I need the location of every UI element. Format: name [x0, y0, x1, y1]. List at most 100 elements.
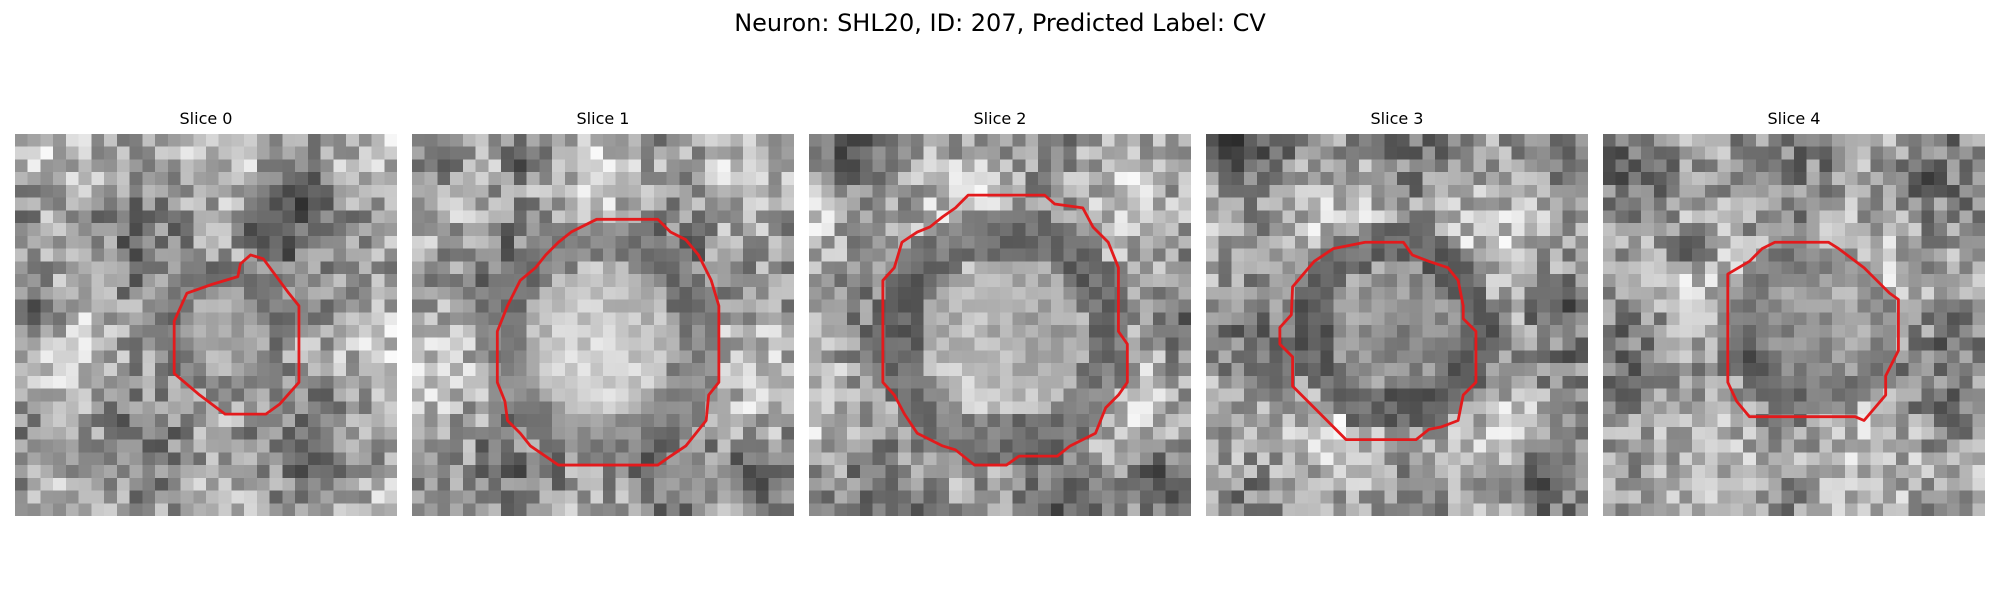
- image-pixel: [1498, 337, 1512, 351]
- image-pixel: [1231, 197, 1245, 211]
- image-pixel: [462, 223, 476, 237]
- image-pixel: [269, 452, 283, 466]
- image-pixel: [155, 363, 169, 377]
- image-pixel: [1562, 388, 1576, 402]
- image-pixel: [1934, 286, 1948, 300]
- image-pixel: [923, 223, 937, 237]
- image-pixel: [847, 363, 861, 377]
- image-pixel: [1615, 325, 1629, 338]
- image-pixel: [1101, 261, 1115, 275]
- image-pixel: [885, 274, 899, 288]
- image-pixel: [1165, 490, 1179, 504]
- image-pixel: [231, 426, 245, 440]
- image-pixel: [1447, 312, 1461, 326]
- image-pixel: [1603, 490, 1616, 504]
- image-pixel: [488, 274, 502, 288]
- image-pixel: [936, 350, 950, 364]
- image-pixel: [1832, 210, 1846, 224]
- image-pixel: [1333, 134, 1347, 147]
- image-pixel: [1384, 490, 1398, 504]
- image-pixel: [1934, 134, 1948, 147]
- image-pixel: [1717, 159, 1731, 173]
- image-pixel: [193, 401, 207, 415]
- image-pixel: [1000, 363, 1013, 377]
- image-pixel: [666, 134, 680, 147]
- image-pixel: [1473, 503, 1487, 516]
- image-pixel: [1743, 465, 1757, 479]
- image-pixel: [1397, 210, 1410, 224]
- image-pixel: [1653, 490, 1667, 504]
- image-pixel: [1562, 159, 1576, 173]
- image-pixel: [1549, 337, 1563, 351]
- image-pixel: [1256, 363, 1270, 377]
- image-pixel: [603, 261, 616, 275]
- image-pixel: [1320, 503, 1334, 516]
- image-pixel: [704, 248, 718, 262]
- image-pixel: [1498, 414, 1512, 428]
- image-pixel: [615, 235, 629, 249]
- image-pixel: [809, 375, 822, 389]
- image-pixel: [180, 477, 194, 491]
- image-pixel: [346, 184, 360, 198]
- image-pixel: [923, 414, 937, 428]
- image-pixel: [180, 490, 194, 504]
- image-pixel: [65, 235, 79, 249]
- image-pixel: [1743, 299, 1757, 313]
- image-pixel: [1127, 134, 1141, 147]
- image-pixel: [1244, 465, 1258, 479]
- image-pixel: [244, 286, 258, 300]
- image-pixel: [615, 477, 629, 491]
- image-pixel: [1844, 375, 1858, 389]
- image-pixel: [1038, 414, 1052, 428]
- image-pixel: [603, 286, 616, 300]
- image-pixel: [1282, 299, 1296, 313]
- image-pixel: [974, 363, 988, 377]
- image-pixel: [116, 375, 130, 389]
- image-pixel: [488, 159, 502, 173]
- image-pixel: [1063, 388, 1077, 402]
- image-pixel: [1870, 325, 1884, 338]
- image-pixel: [78, 465, 92, 479]
- image-pixel: [1076, 363, 1090, 377]
- image-pixel: [475, 350, 489, 364]
- image-pixel: [1206, 337, 1219, 351]
- image-pixel: [1857, 401, 1871, 415]
- image-pixel: [1883, 503, 1897, 516]
- image-pixel: [1679, 261, 1693, 275]
- image-pixel: [1857, 325, 1871, 338]
- image-pixel: [371, 274, 385, 288]
- image-pixel: [615, 299, 629, 313]
- image-pixel: [129, 235, 143, 249]
- image-pixel: [180, 248, 194, 262]
- image-pixel: [615, 388, 629, 402]
- image-pixel: [936, 223, 950, 237]
- image-pixel: [821, 375, 835, 389]
- image-pixel: [1895, 363, 1909, 377]
- image-pixel: [1692, 197, 1706, 211]
- image-pixel: [1012, 503, 1026, 516]
- image-pixel: [462, 375, 476, 389]
- image-pixel: [513, 197, 527, 211]
- image-pixel: [1295, 184, 1309, 198]
- image-pixel: [1511, 134, 1525, 147]
- image-pixel: [1628, 274, 1642, 288]
- image-pixel: [859, 159, 873, 173]
- image-pixel: [1704, 363, 1718, 377]
- image-pixel: [1346, 477, 1360, 491]
- image-pixel: [1333, 159, 1347, 173]
- image-pixel: [1206, 146, 1219, 160]
- image-pixel: [1152, 184, 1166, 198]
- image-pixel: [936, 465, 950, 479]
- image-pixel: [167, 503, 181, 516]
- image-pixel: [307, 503, 321, 516]
- image-pixel: [1295, 134, 1309, 147]
- image-pixel: [1486, 426, 1500, 440]
- image-pixel: [1562, 465, 1576, 479]
- image-pixel: [1114, 286, 1128, 300]
- image-pixel: [15, 337, 28, 351]
- image-pixel: [1358, 286, 1372, 300]
- image-pixel: [256, 197, 270, 211]
- image-pixel: [730, 134, 744, 147]
- image-pixel: [1101, 286, 1115, 300]
- image-pixel: [692, 363, 706, 377]
